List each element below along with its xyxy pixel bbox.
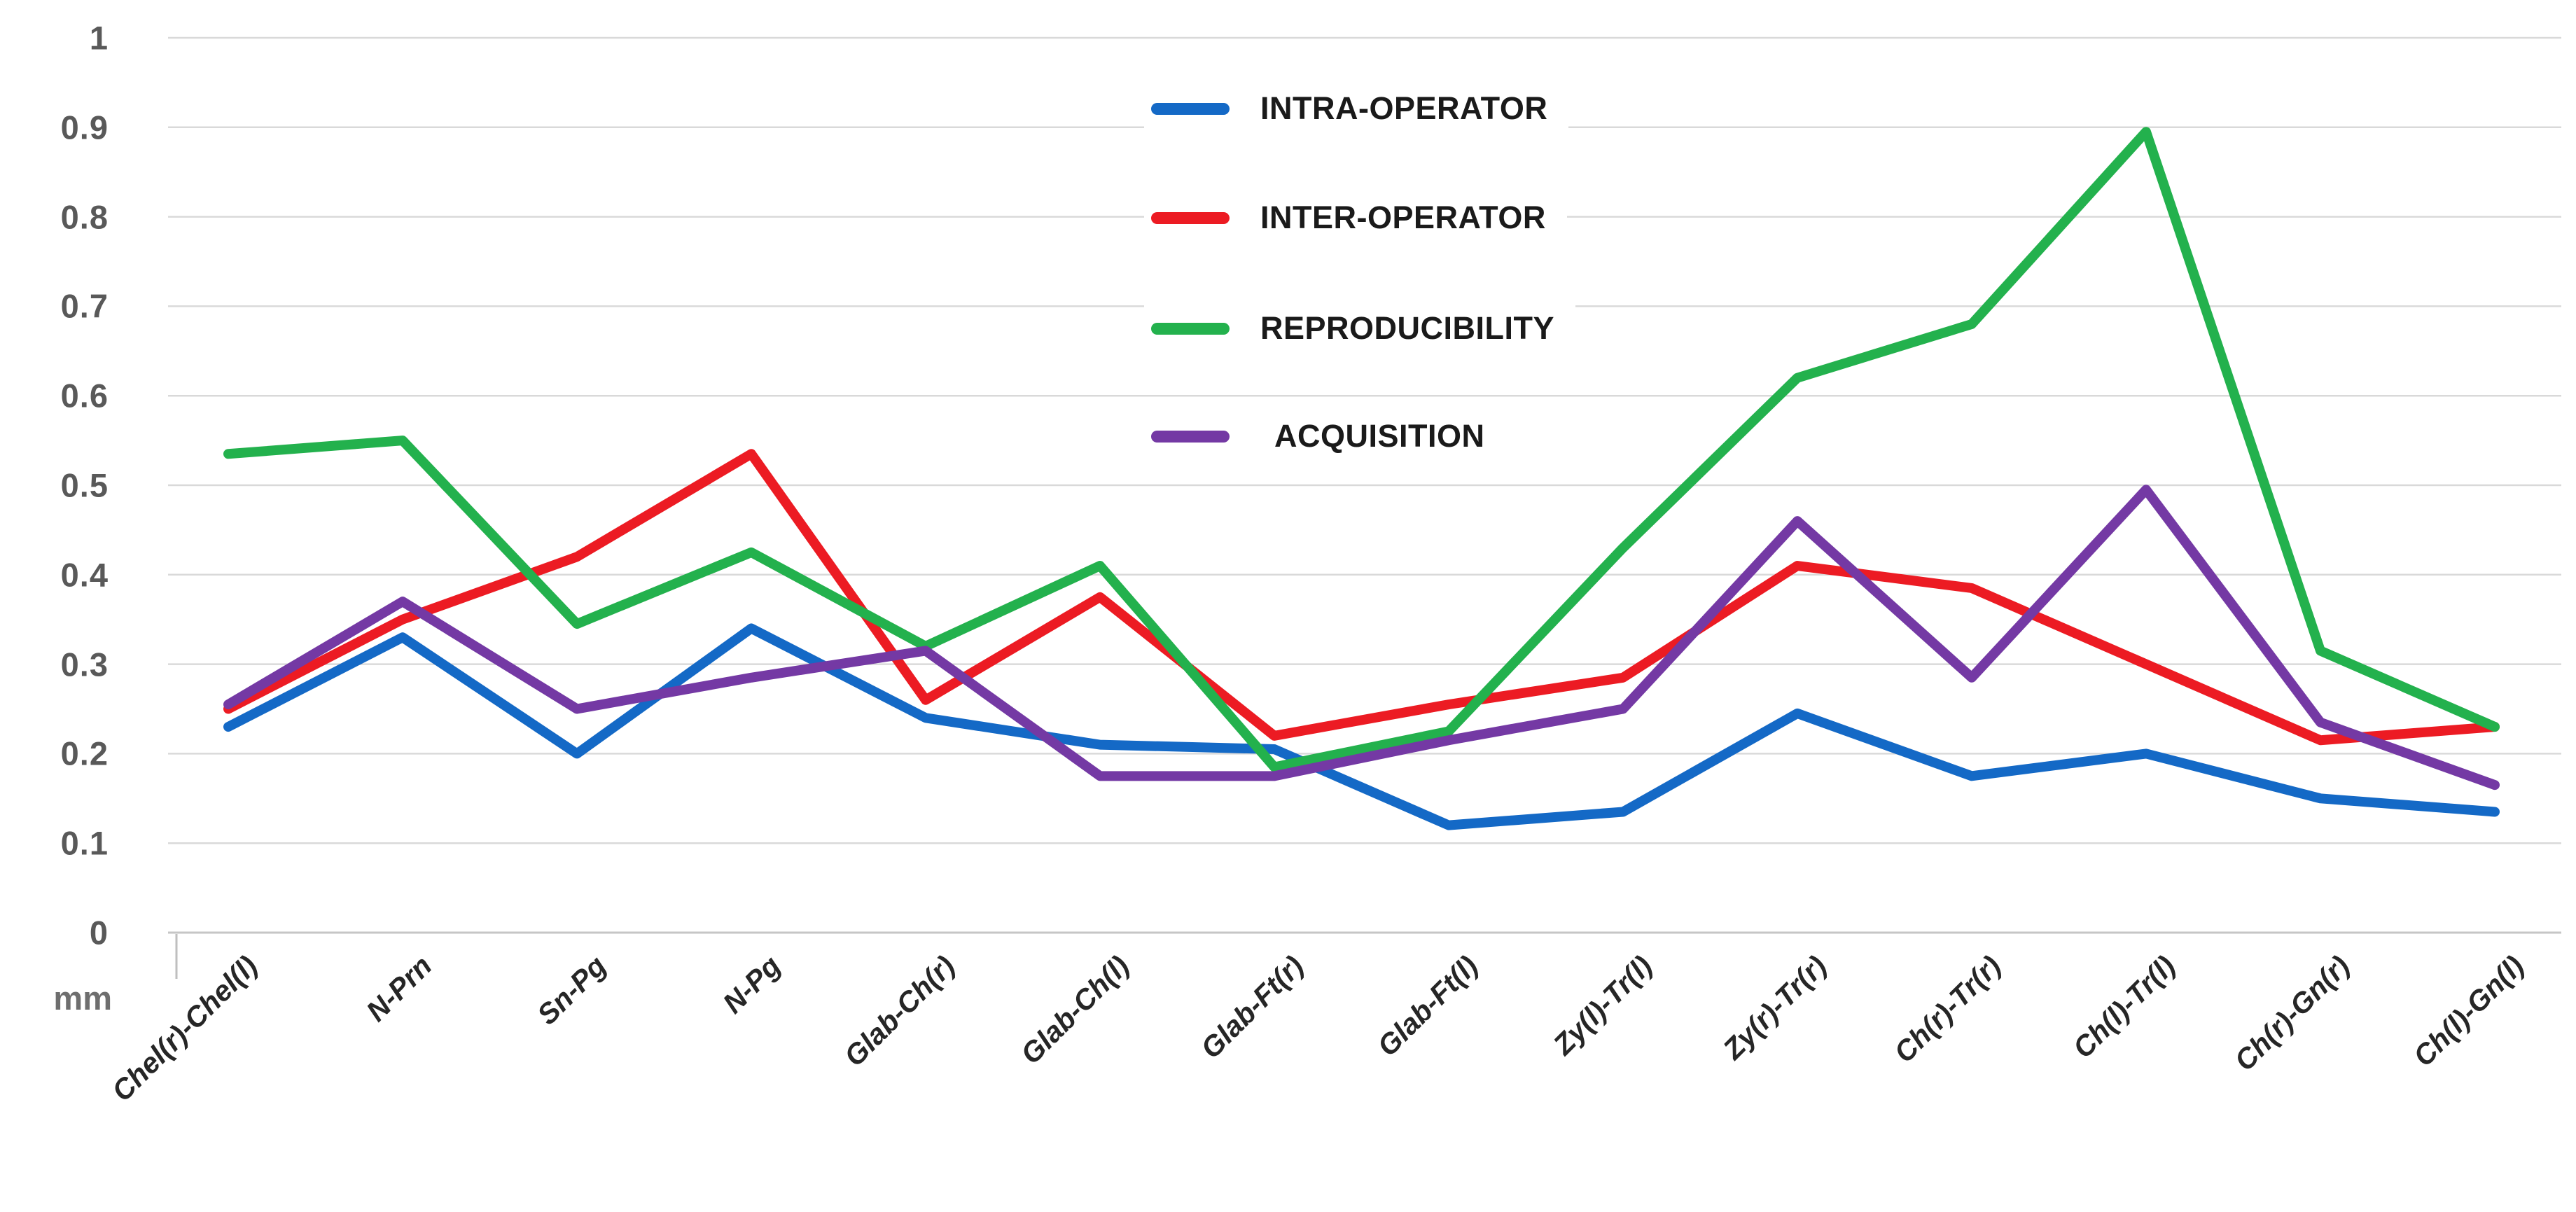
- series-line-inter-operator: [223, 449, 2500, 746]
- legend-label: INTER-OPERATOR: [1260, 200, 1546, 235]
- y-axis-tick-label: 0.2: [60, 734, 109, 772]
- series-line-intra-operator: [223, 623, 2500, 830]
- y-axis-tick-label: 0: [89, 914, 109, 952]
- y-axis-tick-label: 1: [89, 19, 109, 57]
- series-line-acquisition: [223, 485, 2500, 790]
- y-axis-tick-label: 0.7: [60, 287, 109, 325]
- legend-label: ACQUISITION: [1274, 418, 1485, 454]
- legend-label: REPRODUCIBILITY: [1260, 310, 1555, 346]
- legend-swatch-icon: [1151, 102, 1230, 115]
- y-axis-tick-label: 0.9: [60, 109, 109, 146]
- y-axis-tick-label: 0.5: [60, 466, 109, 504]
- legend-item: ACQUISITION: [1144, 411, 1506, 461]
- legend-item: INTER-OPERATOR: [1144, 193, 1567, 243]
- legend-item: INTRA-OPERATOR: [1144, 83, 1569, 134]
- y-axis-tick-label: 0.6: [60, 377, 109, 415]
- series-line-reproducibility: [223, 127, 2500, 772]
- y-axis-unit-label: mm: [53, 980, 112, 1017]
- legend-swatch-icon: [1151, 211, 1230, 224]
- legend-swatch-icon: [1151, 322, 1230, 335]
- y-axis-tick-label: 0.1: [60, 824, 109, 862]
- y-axis-tick-label: 0.4: [60, 556, 109, 594]
- legend-item: REPRODUCIBILITY: [1144, 303, 1576, 354]
- y-axis-tick-label: 0.3: [60, 646, 109, 683]
- legend-swatch-icon: [1151, 430, 1230, 443]
- y-axis-tick-label: 0.8: [60, 198, 109, 236]
- legend-label: INTRA-OPERATOR: [1260, 90, 1548, 126]
